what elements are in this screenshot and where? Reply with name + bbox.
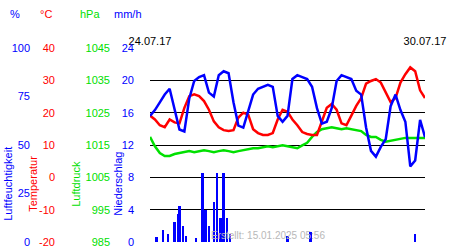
- svg-text:24: 24: [122, 42, 134, 54]
- svg-text:1015: 1015: [86, 139, 110, 151]
- svg-text:-20: -20: [39, 236, 55, 248]
- svg-text:20: 20: [43, 107, 55, 119]
- svg-text:20: 20: [122, 74, 134, 86]
- svg-text:0: 0: [24, 236, 30, 248]
- svg-text:75: 75: [18, 90, 30, 102]
- svg-text:Niederschlag: Niederschlag: [112, 152, 124, 216]
- svg-text:%: %: [10, 8, 20, 20]
- svg-text:24.07.17: 24.07.17: [129, 35, 172, 47]
- svg-text:Luftfeuchtigkeit: Luftfeuchtigkeit: [2, 147, 14, 221]
- svg-text:1045: 1045: [86, 42, 110, 54]
- svg-text:25: 25: [18, 187, 30, 199]
- svg-text:1025: 1025: [86, 107, 110, 119]
- svg-text:985: 985: [92, 236, 110, 248]
- svg-text:1005: 1005: [86, 171, 110, 183]
- svg-text:0: 0: [128, 236, 134, 248]
- svg-text:30.07.17: 30.07.17: [404, 35, 447, 47]
- svg-text:8: 8: [128, 171, 134, 183]
- svg-text:4: 4: [128, 204, 134, 216]
- svg-text:100: 100: [12, 42, 30, 54]
- svg-text:995: 995: [92, 204, 110, 216]
- svg-text:0: 0: [49, 171, 55, 183]
- svg-text:40: 40: [43, 42, 55, 54]
- svg-text:1035: 1035: [86, 74, 110, 86]
- svg-text:hPa: hPa: [80, 8, 100, 20]
- svg-text:°C: °C: [40, 8, 52, 20]
- svg-text:Temperatur: Temperatur: [27, 156, 39, 212]
- svg-text:50: 50: [18, 139, 30, 151]
- svg-text:12: 12: [122, 139, 134, 151]
- svg-text:30: 30: [43, 74, 55, 86]
- svg-text:-10: -10: [39, 204, 55, 216]
- svg-text:Luftdruck: Luftdruck: [70, 161, 82, 207]
- svg-text:mm/h: mm/h: [114, 8, 142, 20]
- svg-text:Erstellt: 15.01.2025 05:56: Erstellt: 15.01.2025 05:56: [211, 230, 325, 241]
- svg-text:10: 10: [43, 139, 55, 151]
- svg-text:16: 16: [122, 107, 134, 119]
